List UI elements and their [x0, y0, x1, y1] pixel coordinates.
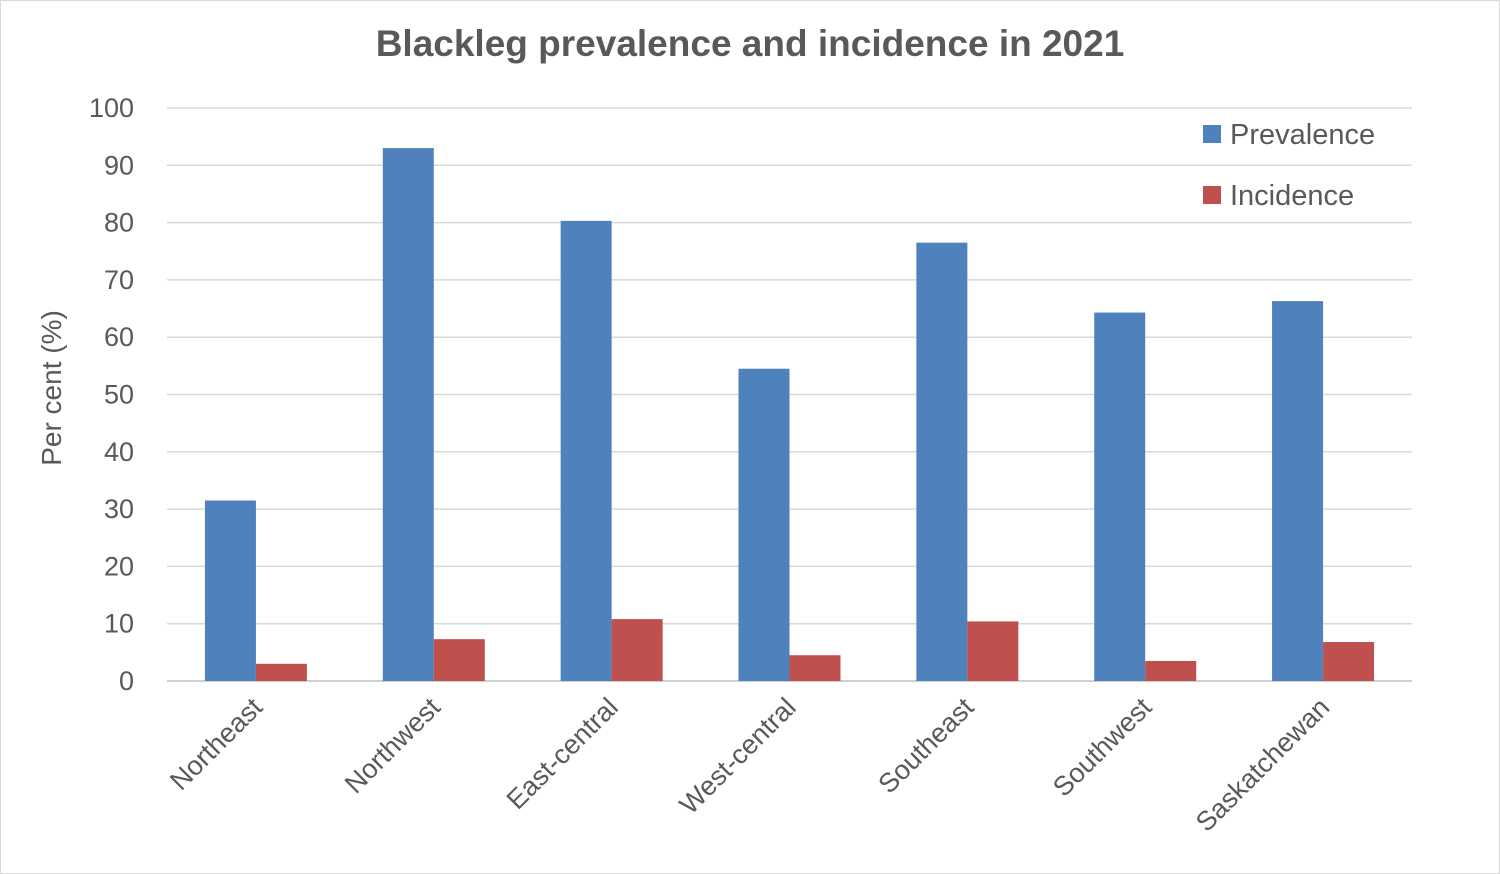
bar-prevalence-saskatchewan [1272, 301, 1324, 681]
bar-prevalence-southwest [1094, 312, 1146, 681]
legend: Prevalence Incidence [1203, 119, 1375, 212]
y-tick-label: 100 [89, 93, 134, 123]
legend-swatch-prevalence [1203, 125, 1221, 143]
x-tick-label: Northwest [339, 692, 447, 800]
bar-incidence-southwest [1145, 660, 1197, 681]
legend-label-incidence: Incidence [1230, 180, 1354, 212]
bars [204, 148, 1375, 682]
y-tick-label: 40 [104, 437, 134, 467]
legend-label-prevalence: Prevalence [1230, 119, 1375, 151]
bar-prevalence-east-central [560, 220, 612, 682]
y-tick-label: 30 [104, 494, 134, 524]
legend-swatch-incidence [1203, 186, 1221, 204]
y-axis-ticks: 0 10 20 30 40 50 60 70 80 90 100 [89, 93, 134, 696]
x-tick-label: Southeast [872, 692, 980, 800]
bar-prevalence-west-central [738, 368, 790, 681]
x-tick-label: Southwest [1047, 692, 1158, 803]
y-tick-label: 50 [104, 380, 134, 410]
bar-incidence-west-central [789, 655, 841, 681]
x-tick-label: Northeast [164, 692, 268, 796]
y-tick-label: 90 [104, 150, 134, 180]
bar-prevalence-northwest [382, 148, 434, 682]
bar-incidence-east-central [611, 619, 663, 681]
bar-incidence-southeast [967, 621, 1019, 681]
y-tick-label: 0 [119, 666, 134, 696]
bar-prevalence-northeast [204, 500, 256, 681]
y-tick-label: 70 [104, 265, 134, 295]
bar-incidence-saskatchewan [1323, 642, 1375, 681]
y-tick-label: 20 [104, 551, 134, 581]
bar-incidence-northwest [433, 639, 485, 681]
x-tick-label: East-central [501, 692, 624, 815]
y-tick-label: 60 [104, 322, 134, 352]
x-tick-label: Saskatchewan [1190, 692, 1335, 837]
y-axis-label: Per cent (%) [36, 310, 67, 466]
bar-prevalence-southeast [916, 242, 968, 681]
x-tick-label: West-central [674, 692, 802, 820]
y-tick-label: 80 [104, 208, 134, 238]
x-axis-ticks: Northeast Northwest East-central West-centr… [164, 692, 1335, 838]
bar-incidence-northeast [255, 663, 307, 681]
chart-title: Blackleg prevalence and incidence in 202… [375, 23, 1125, 64]
y-tick-label: 10 [104, 609, 134, 639]
